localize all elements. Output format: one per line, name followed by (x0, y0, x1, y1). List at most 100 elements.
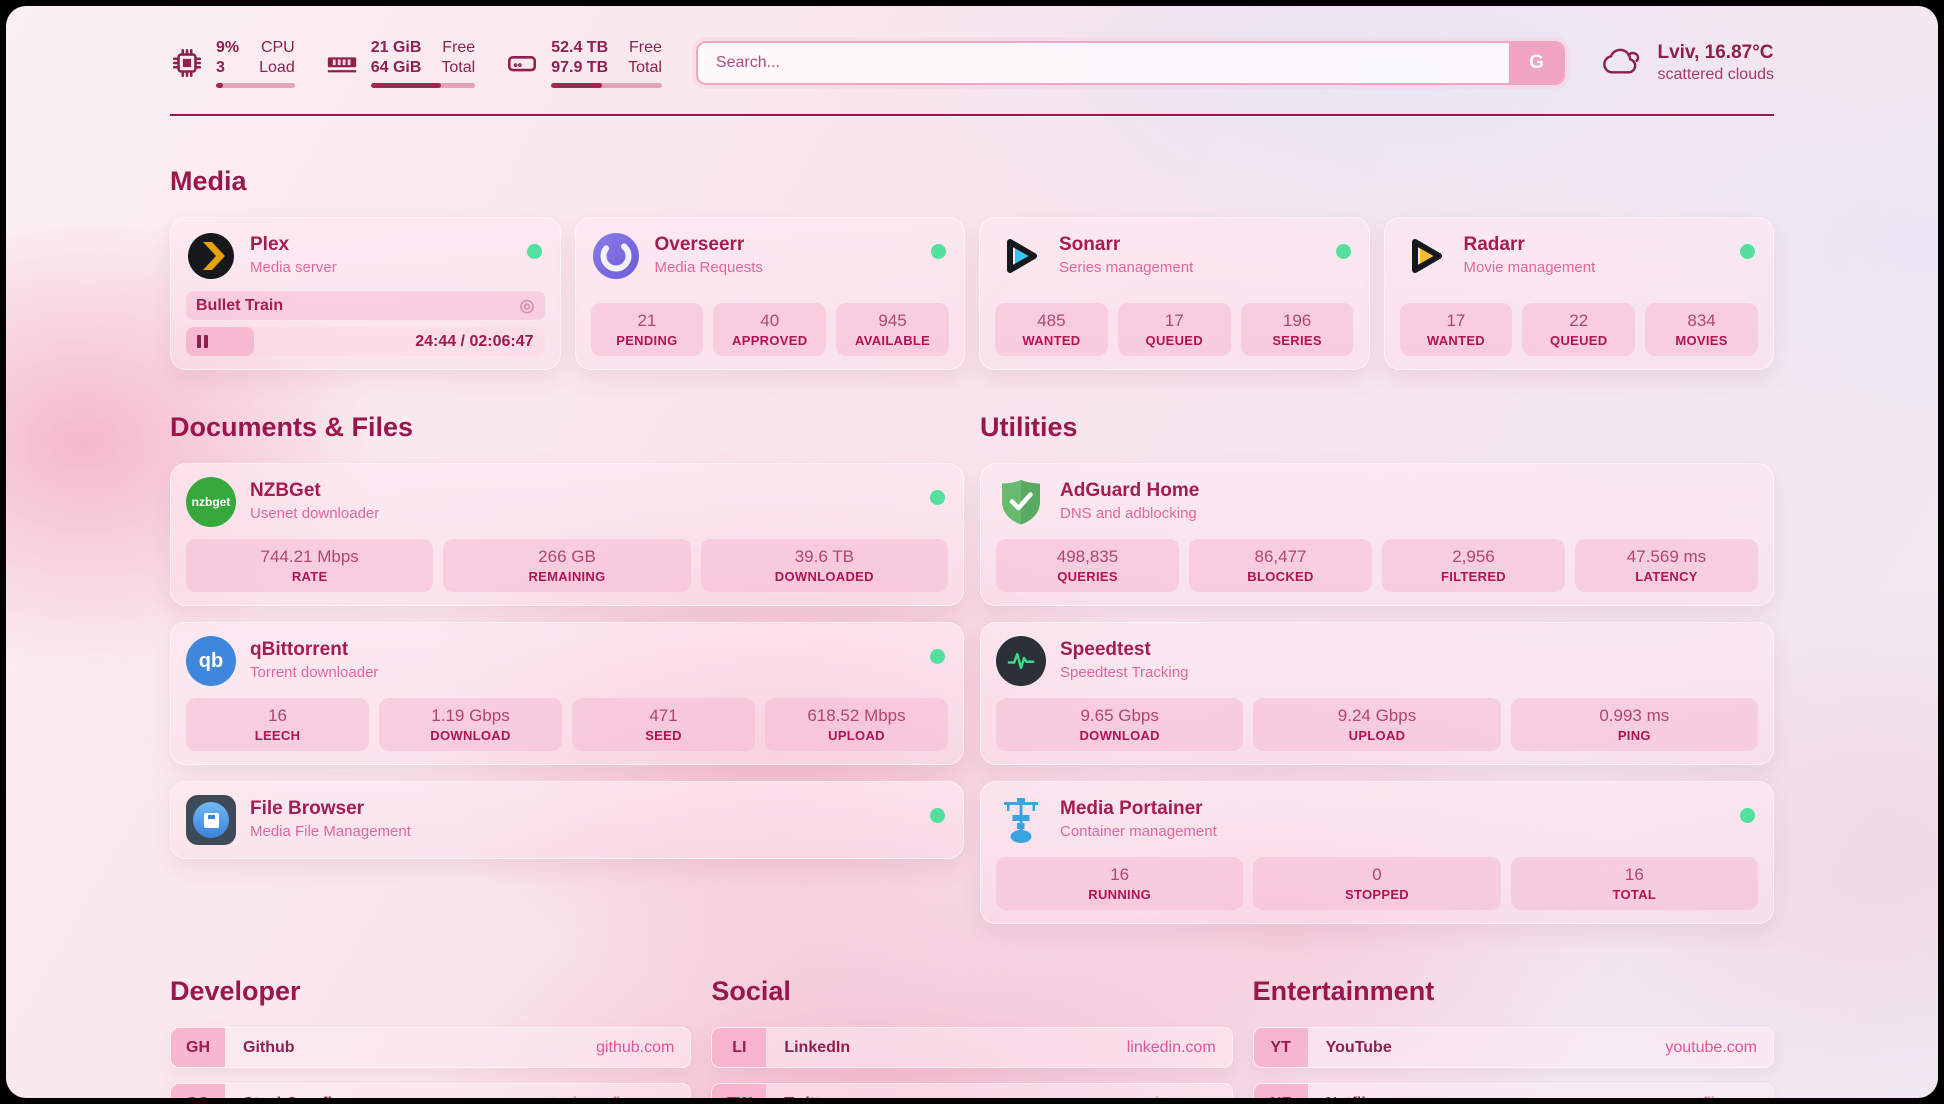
header: 9% 3 CPU Load (170, 38, 1774, 88)
status-dot (930, 490, 945, 505)
now-playing-title: Bullet Train (196, 296, 284, 314)
link-name: YouTube (1325, 1038, 1392, 1056)
stat-label: REMAINING (528, 569, 606, 584)
app-card-adguard[interactable]: AdGuard Home DNS and adblocking 498,835 … (980, 463, 1774, 606)
app-name: Overseerr (654, 234, 745, 255)
link-row-youtube[interactable]: YT YouTube youtube.com (1252, 1027, 1774, 1068)
app-card-speedtest[interactable]: Speedtest Speedtest Tracking 9.65 Gbps D… (980, 622, 1774, 765)
header-divider (170, 114, 1774, 116)
link-url: youtube.com (1665, 1038, 1757, 1056)
app-description: Media server (250, 259, 337, 276)
link-row-twitter[interactable]: TW Twitter twitter.com (711, 1083, 1233, 1098)
section-title-developer: Developer (170, 976, 301, 1006)
app-card-filebrowser[interactable]: File Browser Media File Management (170, 781, 964, 859)
link-row-github[interactable]: GH Github github.com (170, 1027, 692, 1068)
search-input[interactable] (697, 43, 1510, 83)
status-dot (930, 649, 945, 664)
pause-icon[interactable] (197, 335, 208, 348)
cpu-load-label: Load (259, 59, 295, 76)
media-grid: Plex Media server Bullet Train 24:44 / 0… (170, 217, 1774, 370)
stat-label: STOPPED (1344, 887, 1409, 902)
cloud-icon (1601, 44, 1643, 83)
stat-value: 9.24 Gbps (1337, 706, 1417, 725)
app-card-overseerr[interactable]: Overseerr Media Requests 21 PENDING 40 A… (574, 217, 965, 370)
utilities-column: Utilities AdGuard Home (980, 412, 1774, 924)
link-badge: NF (1253, 1084, 1308, 1098)
stat-label: QUEUED (1550, 333, 1608, 348)
ram-progress-bar (370, 83, 476, 88)
app-description: Series management (1059, 259, 1194, 276)
link-url: linkedin.com (1126, 1038, 1216, 1056)
stat-label: WANTED (1022, 333, 1081, 348)
ram-icon (325, 46, 359, 80)
stat-blocked: 86,477 BLOCKED (1189, 539, 1372, 592)
search-engine-button[interactable]: G (1509, 43, 1564, 83)
stat-value: 22 (1569, 311, 1589, 330)
stat-label: FILTERED (1441, 569, 1506, 584)
stat-leech: 16 LEECH (186, 698, 369, 751)
stat-value: 1.19 Gbps (431, 706, 510, 725)
stat-label: AVAILABLE (854, 333, 931, 348)
stat-remaining: 266 GB REMAINING (443, 539, 691, 592)
link-row-stackoverflow[interactable]: SO StackOverflow stackoverflow.com (170, 1083, 692, 1098)
link-badge: SO (171, 1084, 225, 1098)
app-card-radarr[interactable]: Radarr Movie management 17 WANTED 22 QUE… (1383, 217, 1774, 370)
weather-summary: Lviv, 16.87°C (1657, 42, 1774, 63)
app-card-sonarr[interactable]: Sonarr Series management 485 WANTED 17 Q… (979, 217, 1370, 370)
radarr-icon (1400, 231, 1450, 281)
plex-icon (186, 231, 236, 281)
stat-upload: 618.52 Mbps UPLOAD (765, 698, 948, 751)
focus-icon[interactable] (520, 297, 535, 314)
app-description: Media File Management (250, 823, 411, 840)
stat-label: DOWNLOADED (774, 569, 874, 584)
stat-pending: 21 PENDING (590, 303, 704, 356)
cpu-progress-bar (216, 83, 295, 88)
link-row-linkedin[interactable]: LI LinkedIn linkedin.com (711, 1027, 1233, 1068)
app-card-plex[interactable]: Plex Media server Bullet Train 24:44 / 0… (170, 217, 561, 370)
link-badge: YT (1253, 1028, 1308, 1067)
ram-free-label: Free (442, 39, 476, 56)
stat-label: RATE (291, 569, 328, 584)
stat-approved: 40 APPROVED (713, 303, 827, 356)
stat-label: PING (1617, 728, 1651, 743)
dashboard-page: 9% 3 CPU Load (6, 6, 1938, 1098)
stat-label: MOVIES (1675, 333, 1728, 348)
stat-value: 485 (1037, 311, 1066, 330)
section-title-documents: Documents & Files (170, 412, 414, 442)
playback-progress-bar[interactable]: 24:44 / 02:06:47 (186, 327, 545, 356)
stat-label: APPROVED (732, 333, 808, 348)
stat-download: 1.19 Gbps DOWNLOAD (379, 698, 562, 751)
stat-wanted: 485 WANTED (995, 303, 1108, 356)
section-title-entertainment: Entertainment (1252, 976, 1435, 1006)
stat-series: 196 SERIES (1240, 303, 1354, 356)
stat-value: 2,956 (1452, 547, 1495, 566)
app-description: Speedtest Tracking (1060, 664, 1189, 681)
stat-label: RUNNING (1088, 887, 1152, 902)
stat-label: QUEUED (1145, 333, 1203, 348)
stat-upload: 9.24 Gbps UPLOAD (1253, 698, 1501, 751)
stat-value: 0 (1372, 865, 1382, 884)
stat-label: WANTED (1426, 333, 1485, 348)
app-description: Media Requests (654, 259, 763, 276)
stat-queries: 498,835 QUERIES (996, 539, 1179, 592)
link-badge: GH (171, 1028, 225, 1067)
stat-label: UPLOAD (828, 728, 885, 743)
section-title-utilities: Utilities (980, 412, 1078, 442)
app-card-portainer[interactable]: Media Portainer Container management 16 … (980, 781, 1774, 924)
stat-value: 47.569 ms (1626, 547, 1707, 566)
stat-queued: 22 QUEUED (1522, 303, 1636, 356)
system-stats: 9% 3 CPU Load (170, 38, 662, 88)
status-dot (526, 244, 542, 259)
app-description: Torrent downloader (250, 664, 379, 681)
app-name: Media Portainer (1060, 798, 1203, 819)
portainer-icon (996, 795, 1046, 845)
link-row-netflix[interactable]: NF Netflix netflix.com (1252, 1083, 1774, 1098)
app-card-nzbget[interactable]: nzbget NZBGet Usenet downloader 744.21 M… (170, 463, 964, 606)
stat-value: 86,477 (1254, 547, 1307, 566)
speedtest-icon (996, 636, 1046, 686)
stat-label: PENDING (616, 333, 678, 348)
disk-progress-bar (551, 83, 662, 88)
stat-seed: 471 SEED (572, 698, 755, 751)
disk-stat: 52.4 TB 97.9 TB Free Total (505, 38, 662, 88)
app-card-qbittorrent[interactable]: qb qBittorrent Torrent downloader 16 LEE… (170, 622, 964, 765)
